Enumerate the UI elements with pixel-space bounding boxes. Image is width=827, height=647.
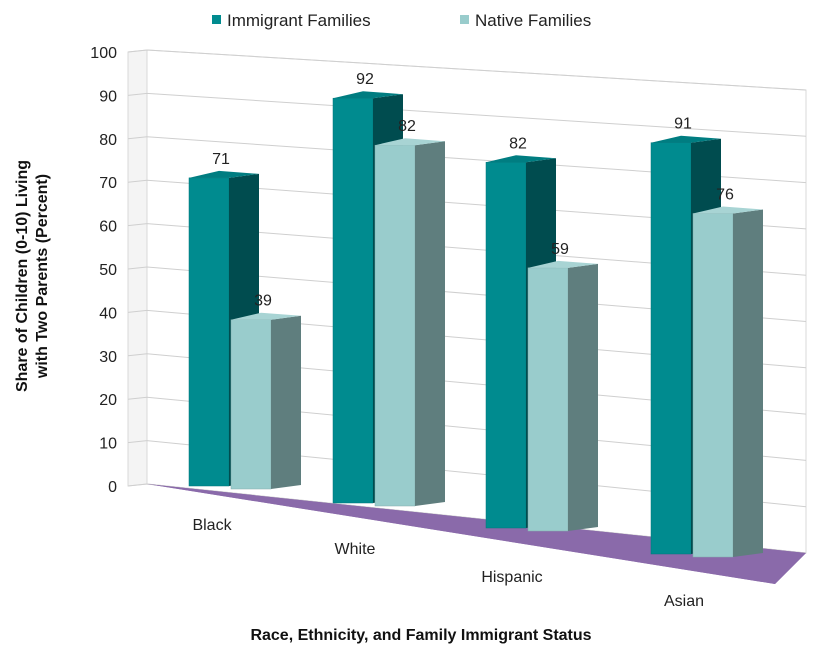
data-label-native-families-white: 82	[398, 118, 416, 135]
y-tick-label-0: 0	[108, 479, 117, 496]
y-tick-label-100: 100	[90, 45, 117, 62]
bar-native-families-white	[375, 138, 445, 506]
legend-swatch-native-families	[460, 15, 469, 24]
y-tick-label-30: 30	[99, 349, 117, 366]
data-label-immigrant-families-asian: 91	[674, 116, 692, 133]
bar-native-families-hispanic	[528, 261, 598, 531]
data-label-native-families-black: 39	[254, 293, 272, 310]
data-label-native-families-asian: 76	[716, 186, 734, 203]
data-label-immigrant-families-hispanic: 82	[509, 135, 527, 152]
y-tick-label-50: 50	[99, 262, 117, 279]
y-tick-label-10: 10	[99, 436, 117, 453]
x-tick-label-black: Black	[192, 517, 232, 534]
legend: Immigrant Families Native Families	[212, 11, 591, 30]
x-tick-label-hispanic: Hispanic	[481, 569, 542, 586]
y-tick-label-70: 70	[99, 175, 117, 192]
data-label-native-families-hispanic: 59	[551, 241, 569, 258]
y-tick-label-80: 80	[99, 132, 117, 149]
y-tick-label-60: 60	[99, 219, 117, 236]
bar-native-families-asian	[693, 207, 763, 558]
y-axis-label-line1: Share of Children (0-10) Living	[14, 160, 31, 392]
x-axis-label: Race, Ethnicity, and Family Immigrant St…	[250, 627, 591, 644]
legend-label-immigrant-families: Immigrant Families	[227, 11, 371, 30]
y-tick-label-20: 20	[99, 392, 117, 409]
legend-label-native-families: Native Families	[475, 11, 591, 30]
data-label-immigrant-families-white: 92	[356, 71, 374, 88]
y-axis-ticks: 0 10 20 30 40 50 60 70 80 90 100	[90, 45, 117, 496]
data-label-immigrant-families-black: 71	[212, 151, 230, 168]
x-tick-label-white: White	[335, 541, 376, 558]
y-tick-label-90: 90	[99, 88, 117, 105]
bar-native-families-black	[231, 313, 301, 489]
legend-swatch-immigrant-families	[212, 15, 221, 24]
y-axis-label-line2: with Two Parents (Percent)	[34, 174, 51, 379]
x-tick-label-asian: Asian	[664, 593, 704, 610]
y-tick-label-40: 40	[99, 305, 117, 322]
